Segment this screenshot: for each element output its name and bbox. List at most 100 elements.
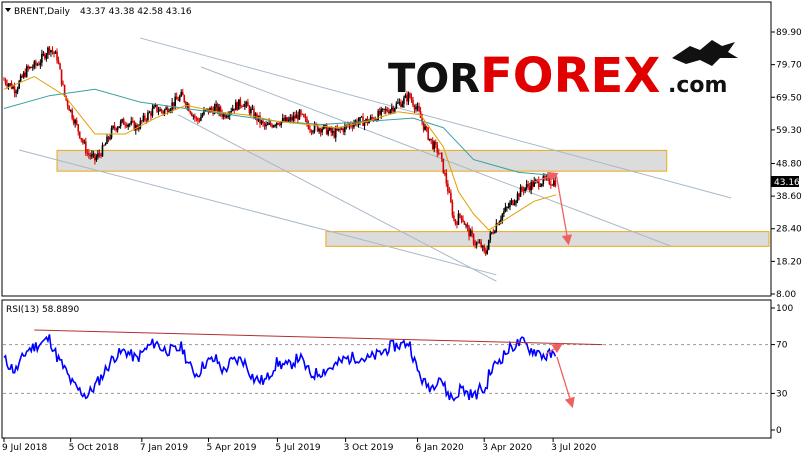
candle-body [16, 88, 19, 92]
price-panel-header: BRENT,Daily 43.37 43.38 42.58 43.16 [5, 7, 192, 17]
candle-body [516, 193, 519, 201]
candle-body [330, 127, 333, 133]
candle-body [259, 115, 261, 124]
candle-body [141, 120, 143, 122]
candle-body [138, 128, 140, 130]
price-tick-label: 8.00 [776, 290, 796, 300]
candle-body [269, 122, 272, 125]
candle-body [403, 97, 405, 104]
candle-body [157, 111, 160, 113]
candle-body [533, 180, 535, 187]
zone-1 [56, 149, 668, 172]
candle-body [383, 108, 386, 111]
candle-body [172, 102, 175, 106]
candle-body [378, 110, 381, 115]
candle-body [12, 86, 14, 89]
candle-body [265, 124, 267, 127]
candle-body [427, 128, 429, 140]
candle-body [321, 129, 323, 133]
candle-body [68, 105, 70, 111]
price-tick-label: 59.30 [776, 126, 802, 136]
candle-body [36, 64, 39, 66]
candle-body [454, 219, 457, 224]
candle-body [206, 108, 208, 110]
price-tick-label: 79.70 [776, 61, 802, 71]
candle-body [307, 123, 310, 129]
candle-body [39, 62, 42, 66]
collapse-triangle-icon[interactable] [5, 8, 11, 12]
candle-body [325, 124, 328, 135]
candle-body [490, 232, 493, 234]
candle-body [98, 153, 101, 155]
candle-body [531, 182, 534, 187]
candle-body [251, 108, 254, 110]
down-forecast-arrow [555, 173, 573, 246]
candle-body [197, 118, 199, 121]
candle-body [69, 109, 72, 111]
candle-body [322, 124, 325, 130]
rsi-tick-label: 70 [776, 341, 788, 351]
candle-body [472, 234, 475, 244]
candle-body [15, 91, 17, 93]
price-tick-label: 48.80 [776, 159, 802, 169]
candle-body [230, 110, 233, 113]
candle-body [241, 105, 243, 107]
candle-body [134, 125, 137, 131]
candle-body [542, 176, 545, 184]
trend-line-3 [177, 114, 497, 282]
candle-body [303, 114, 305, 118]
candle-body [233, 108, 236, 111]
candle-body [194, 115, 196, 118]
candle-body [133, 121, 136, 131]
candle-body [145, 119, 148, 121]
candle-body [312, 131, 314, 133]
candle-body [192, 115, 195, 117]
candle-body [436, 144, 439, 153]
candle-body [337, 128, 340, 131]
candle-body [116, 127, 119, 131]
candle-body [353, 123, 355, 128]
candle-body [500, 219, 502, 222]
candle-body [121, 119, 123, 122]
candle-body [275, 122, 278, 126]
price-tick-label: 18.20 [776, 257, 802, 267]
up-arrow [533, 171, 559, 183]
price-axis-ticks: 8.00 18.20 28.40 38.60 48.80 59.30 69.50 79.70 8… [771, 28, 802, 300]
candle-body [368, 120, 370, 124]
candle-body [407, 93, 410, 102]
candle-body [228, 112, 231, 116]
candle-body [412, 100, 414, 106]
candle-body [391, 107, 393, 110]
candle-body [281, 117, 284, 122]
candle-body [540, 183, 543, 187]
candle-body [51, 50, 54, 52]
candle-body [406, 95, 408, 102]
candle-body [463, 221, 466, 225]
candle-body [159, 109, 161, 112]
candle-body [341, 128, 343, 130]
candle-body [534, 180, 537, 181]
candle-body [428, 138, 431, 140]
candle-body [510, 200, 513, 203]
candle-body [113, 125, 116, 129]
candle-body [177, 99, 180, 101]
candle-body [127, 124, 130, 127]
candle-body [310, 130, 313, 133]
candle-body [81, 139, 84, 143]
candle-body [327, 130, 329, 135]
rsi-title: RSI(13) 58.8890 [6, 305, 79, 315]
candle-body [131, 120, 134, 122]
candle-body [451, 202, 454, 216]
candle-body [434, 141, 437, 145]
candle-body [95, 157, 98, 161]
candle-body [286, 117, 289, 122]
candle-body [245, 102, 248, 105]
candle-body [115, 128, 117, 131]
candle-body [457, 213, 460, 225]
candle-body [151, 108, 154, 116]
candle-body [506, 207, 508, 208]
candle-body [57, 60, 60, 64]
candle-body [28, 66, 31, 69]
candle-body [97, 153, 99, 158]
candle-body [109, 137, 111, 140]
